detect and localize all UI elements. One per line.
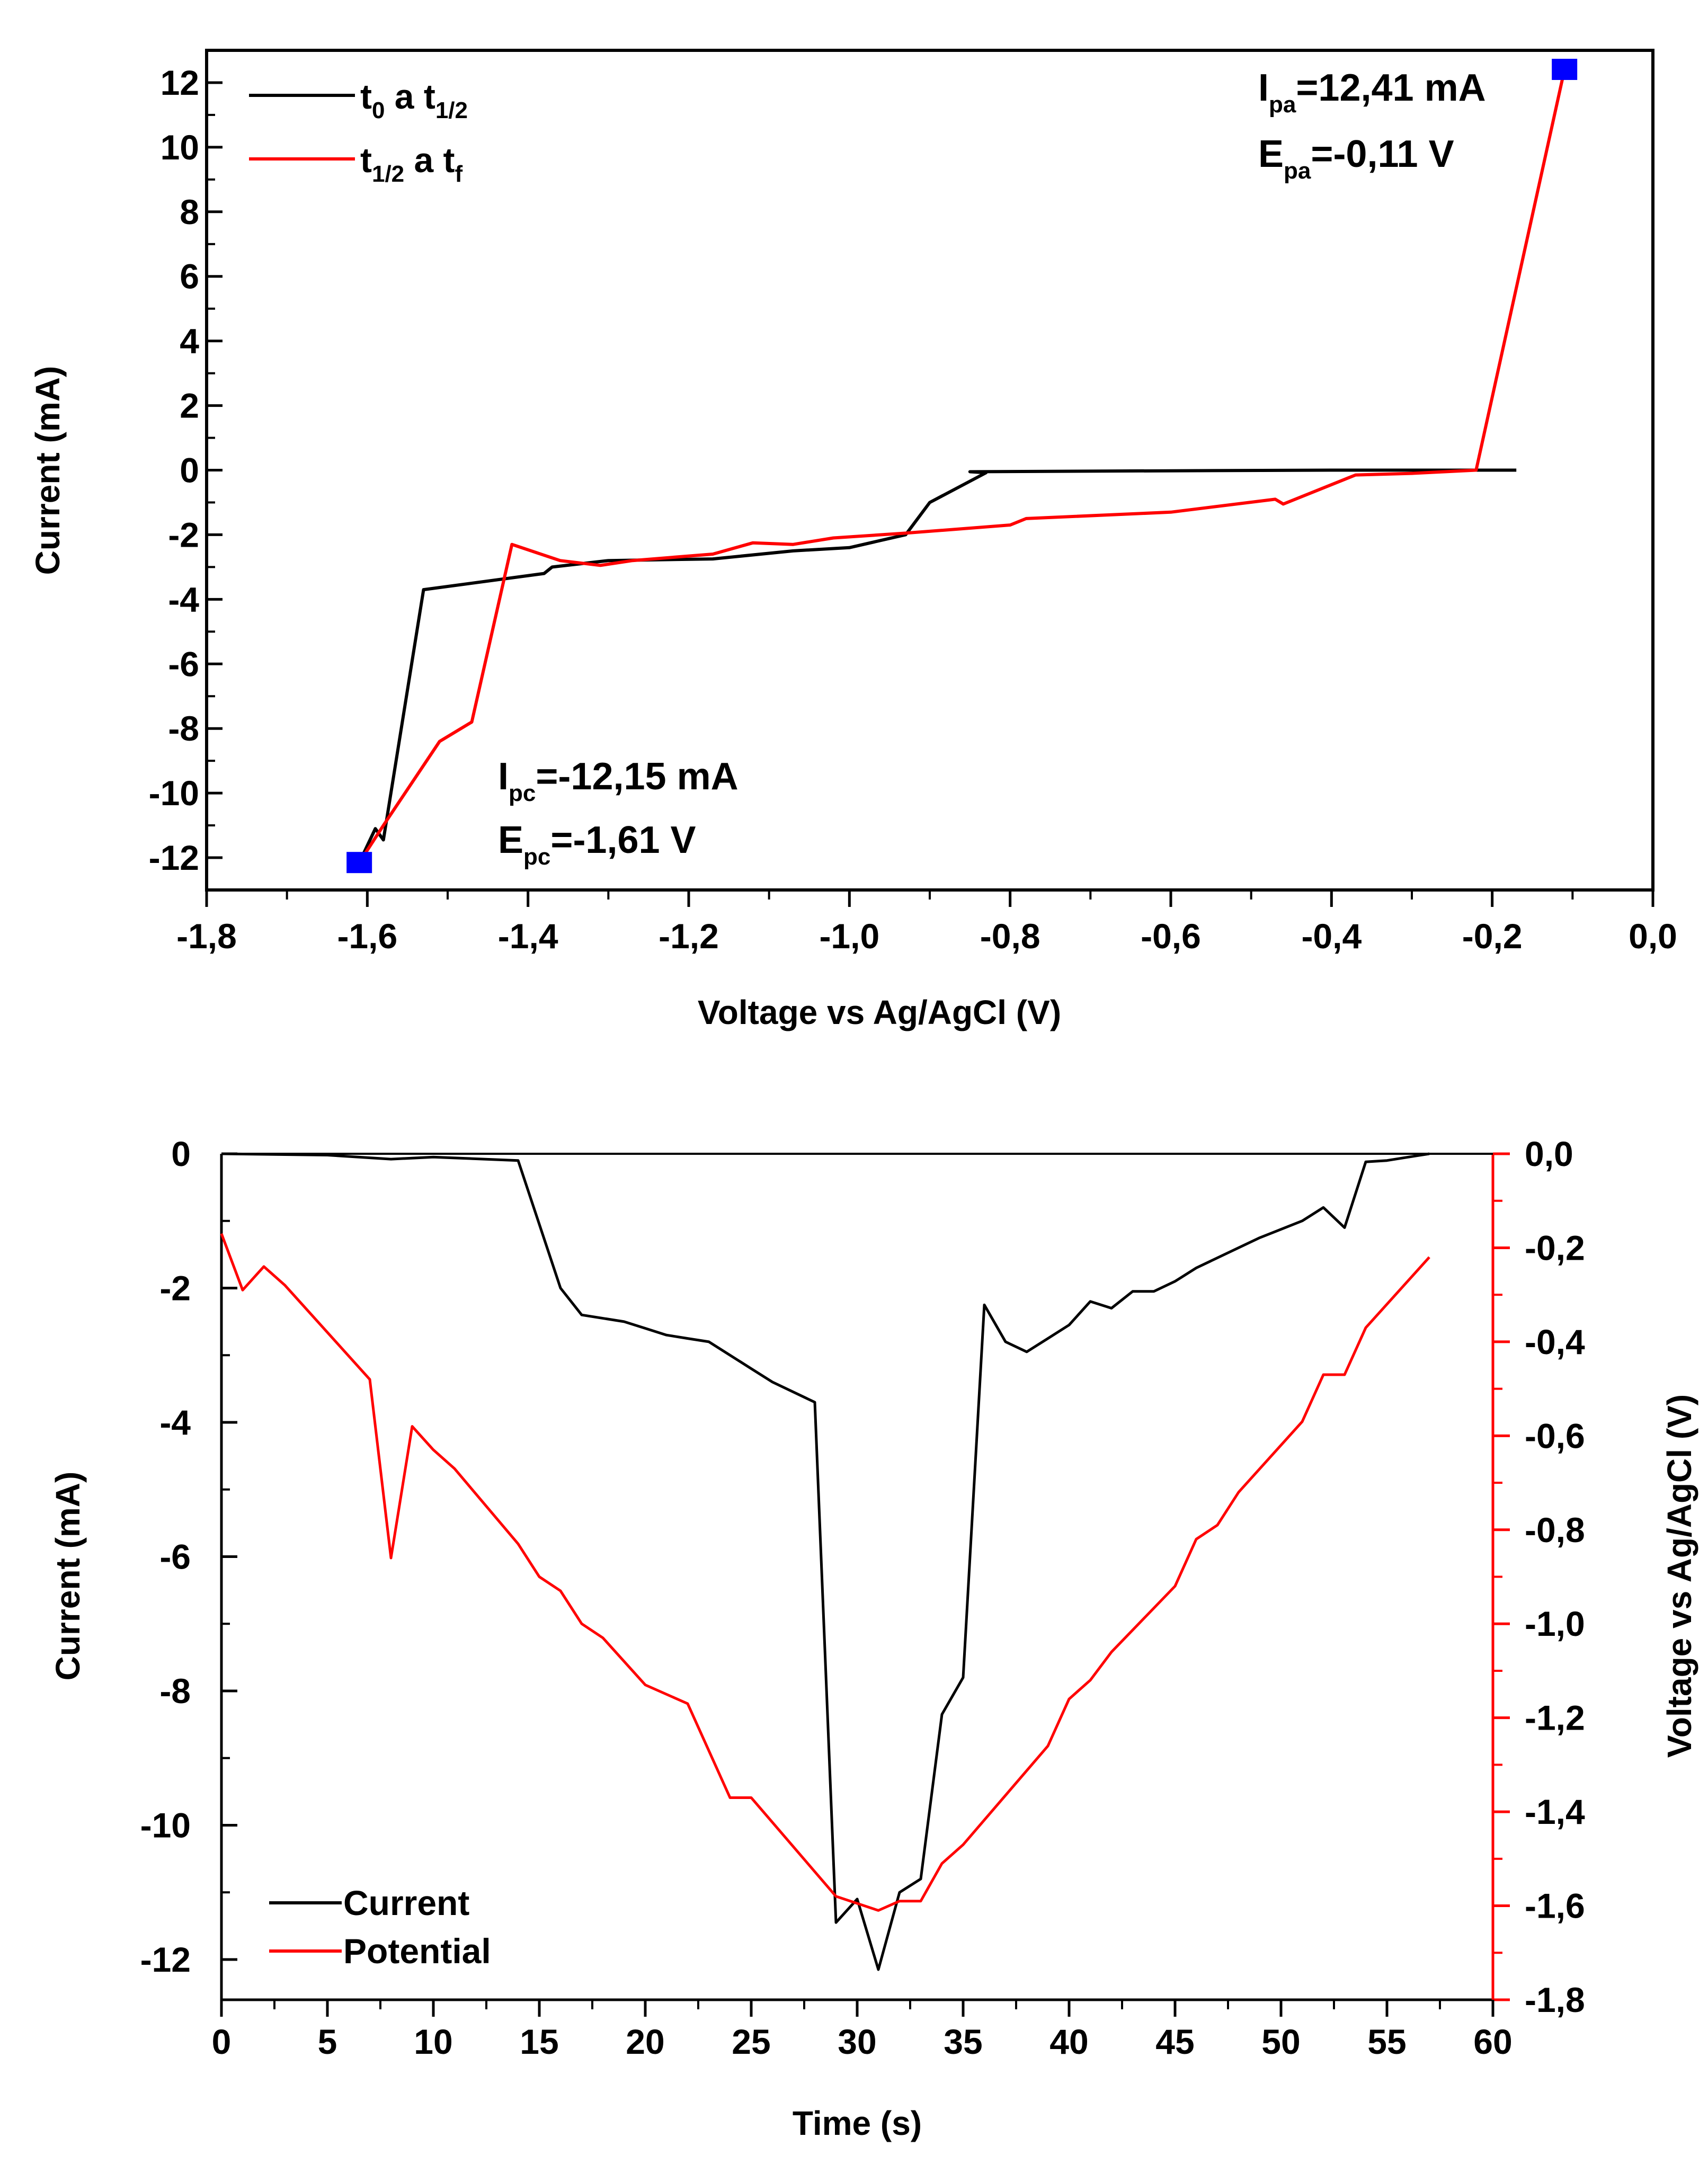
cv-legend-entry-black: t0 a t1/2 bbox=[360, 77, 468, 123]
time-x-tick-label: 60 bbox=[1473, 2022, 1512, 2061]
time-x-axis-ticks: 0 5 10 15 20 25 30 35 40 45 50 55 60 bbox=[212, 2000, 1513, 2061]
cv-y-tick-label: -6 bbox=[168, 644, 199, 683]
cv-y-tick-label: -8 bbox=[168, 709, 199, 748]
time-x-tick-label: 50 bbox=[1261, 2022, 1300, 2061]
time-y-tick-label: -2 bbox=[159, 1268, 191, 1307]
time-x-tick-label: 5 bbox=[318, 2022, 337, 2061]
cv-series-group bbox=[358, 69, 1567, 863]
time-x-tick-label: 0 bbox=[212, 2022, 232, 2061]
cv-y-axis-ticks: -12 -10 -8 -6 -4 -2 0 2 4 6 8 10 12 bbox=[149, 63, 223, 877]
cv-x-tick-label: -0,2 bbox=[1462, 916, 1523, 956]
time-y2-tick-label: -0,8 bbox=[1525, 1510, 1585, 1549]
cv-x-tick-label: -0,6 bbox=[1141, 916, 1201, 956]
cv-y-axis-label: Current (mA) bbox=[29, 366, 67, 575]
cv-peak-marker-1 bbox=[1552, 58, 1578, 80]
cv-y-tick-label: 0 bbox=[180, 451, 199, 490]
cv-peak-marker-0 bbox=[346, 852, 372, 874]
time-series-line-potential bbox=[220, 1233, 1430, 1912]
time-series-line-current bbox=[221, 1152, 1430, 1971]
cv-annotation-epc: Epc=-1,61 V bbox=[498, 819, 696, 870]
cv-x-tick-label: 0,0 bbox=[1629, 916, 1677, 956]
time-y2-tick-label: -1,0 bbox=[1525, 1604, 1585, 1643]
time-y2-tick-label: -1,8 bbox=[1525, 1980, 1585, 2019]
time-y-tick-label: 0 bbox=[171, 1134, 191, 1173]
time-y2-tick-label: -1,4 bbox=[1525, 1792, 1585, 1831]
time-left-axis-ticks: 0 -2 -4 -6 -8 -10 -12 bbox=[140, 1134, 237, 1979]
time-y2-tick-label: -1,2 bbox=[1525, 1698, 1585, 1738]
cv-x-tick-label: -0,4 bbox=[1301, 916, 1362, 956]
cv-y-tick-label: 10 bbox=[161, 128, 199, 167]
cv-legend-entry-red: t1/2 a tf bbox=[360, 140, 463, 187]
cv-y-tick-label: -2 bbox=[168, 515, 199, 554]
time-y-tick-label: -6 bbox=[159, 1537, 191, 1576]
time-legend-entry-current: Current bbox=[343, 1883, 469, 1922]
time-x-tick-label: 25 bbox=[732, 2022, 770, 2061]
cv-x-tick-label: -1,4 bbox=[498, 916, 558, 956]
cv-y-tick-label: -10 bbox=[149, 773, 199, 813]
cv-y-tick-label: 8 bbox=[180, 192, 199, 231]
cv-annotation-ipa: Ipa=12,41 mA bbox=[1258, 67, 1486, 118]
time-y2-tick-label: 0,0 bbox=[1525, 1134, 1573, 1173]
cv-y-tick-label: 2 bbox=[180, 386, 199, 425]
cv-legend: t0 a t1/2 t1/2 a tf bbox=[249, 77, 468, 187]
cv-y-tick-label: 12 bbox=[161, 63, 199, 102]
time-left-axis-label: Current (mA) bbox=[49, 1472, 87, 1681]
time-right-axis-ticks: 0,0 -0,2 -0,4 -0,6 -0,8 -1,0 -1,2 -1,4 -1,6 -1,8 bbox=[1493, 1134, 1585, 2019]
time-y2-tick-label: -1,6 bbox=[1525, 1886, 1585, 1926]
time-x-tick-label: 20 bbox=[626, 2022, 664, 2061]
time-y-tick-label: -12 bbox=[140, 1940, 191, 1979]
cv-x-tick-label: -1,0 bbox=[819, 916, 879, 956]
cv-y-tick-label: 6 bbox=[180, 257, 199, 296]
cv-series-line-0 bbox=[358, 468, 1517, 863]
cv-x-axis-label: Voltage vs Ag/AgCl (V) bbox=[698, 993, 1061, 1031]
time-y-tick-label: -4 bbox=[159, 1403, 191, 1442]
time-chart: 0 -2 -4 -6 -8 -10 -12 0,0 -0,2 -0,4 -0,6 -0,8 -1,0 -… bbox=[49, 1134, 1698, 2142]
cv-x-axis-ticks: -1,8 -1,6 -1,4 -1,2 -1,0 -0,8 -0,6 -0,4 -0,2 0,0 bbox=[176, 890, 1677, 956]
time-series-group bbox=[220, 1152, 1430, 1971]
time-x-tick-label: 45 bbox=[1155, 2022, 1194, 2061]
time-x-tick-label: 10 bbox=[414, 2022, 452, 2061]
cv-x-tick-label: -1,2 bbox=[659, 916, 719, 956]
cv-annotation-ipc: Ipc=-12,15 mA bbox=[498, 755, 739, 806]
time-y-tick-label: -10 bbox=[140, 1805, 191, 1845]
cv-chart: -12 -10 -8 -6 -4 -2 0 2 4 6 8 10 12 -1,8 -1,6 -1,4 -1,2… bbox=[29, 49, 1677, 1031]
cv-annotation-epa: Epa=-0,11 V bbox=[1258, 133, 1454, 184]
cv-markers-group bbox=[346, 58, 1578, 874]
cv-x-tick-label: -1,6 bbox=[337, 916, 397, 956]
cv-x-tick-label: -1,8 bbox=[176, 916, 237, 956]
cv-series-line-1 bbox=[358, 69, 1567, 863]
time-y2-tick-label: -0,6 bbox=[1525, 1416, 1585, 1455]
time-x-tick-label: 30 bbox=[838, 2022, 876, 2061]
cv-y-tick-label: -4 bbox=[168, 580, 199, 619]
time-right-axis-label: Voltage vs Ag/AgCl (V) bbox=[1660, 1394, 1698, 1758]
cv-y-tick-label: 4 bbox=[180, 322, 199, 361]
time-x-tick-label: 15 bbox=[520, 2022, 558, 2061]
time-x-tick-label: 55 bbox=[1367, 2022, 1406, 2061]
cv-y-tick-label: -12 bbox=[149, 838, 199, 877]
time-y2-tick-label: -0,4 bbox=[1525, 1322, 1585, 1361]
time-x-axis-label: Time (s) bbox=[793, 2104, 922, 2142]
time-y2-tick-label: -0,2 bbox=[1525, 1228, 1585, 1267]
time-legend: Current Potential bbox=[269, 1883, 491, 1971]
time-x-tick-label: 40 bbox=[1049, 2022, 1088, 2061]
time-legend-entry-potential: Potential bbox=[343, 1931, 491, 1971]
cv-x-tick-label: -0,8 bbox=[980, 916, 1040, 956]
time-x-tick-label: 35 bbox=[944, 2022, 982, 2061]
time-y-tick-label: -8 bbox=[159, 1671, 191, 1711]
